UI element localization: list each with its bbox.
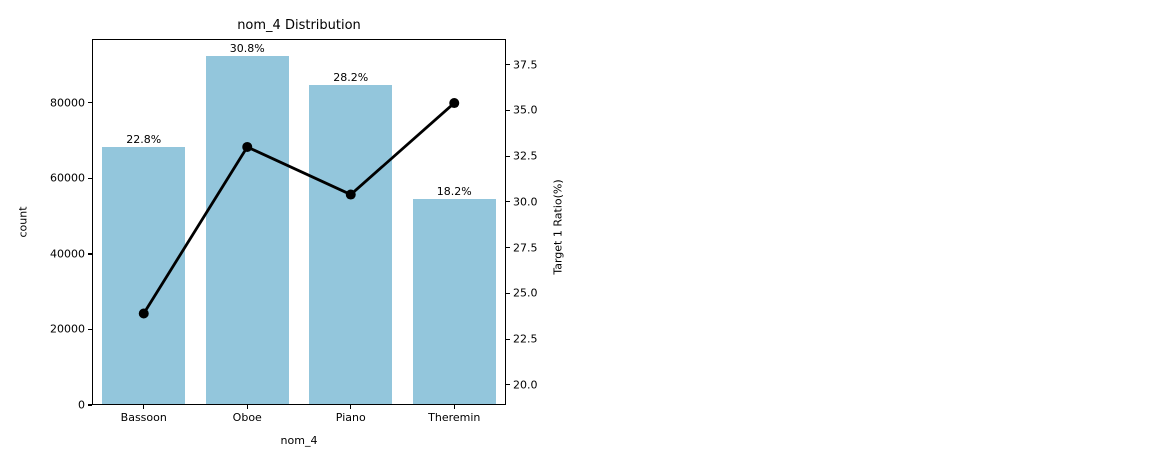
y-right-tick-label: 37.5 (513, 58, 538, 72)
y-right-tick-mark (506, 109, 510, 111)
bar-oboe (205, 55, 289, 405)
x-tick-mark (246, 405, 248, 409)
y-right-tick-label: 32.5 (513, 149, 538, 163)
x-tick-label-piano: Piano (335, 411, 366, 424)
y-right-tick-mark (506, 64, 510, 66)
ratio-line (142, 101, 456, 315)
x-axis-title: nom_4 (280, 434, 318, 447)
y-left-tick-mark (88, 177, 92, 179)
y-right-tick-mark (506, 201, 510, 203)
bar-piano (309, 85, 393, 405)
chart-title: nom_4 Distribution (237, 18, 361, 33)
y-left-tick-label: 0 (78, 398, 85, 412)
x-tick-mark (350, 405, 352, 409)
y-right-tick-label: 20.0 (513, 378, 538, 392)
x-tick-mark (453, 405, 455, 409)
y-left-tick-mark (88, 253, 92, 255)
y-left-tick-label: 20000 (50, 322, 85, 336)
y-right-tick-mark (506, 384, 510, 386)
y-left-tick-label: 80000 (50, 96, 85, 110)
bar-theremin (412, 198, 496, 405)
y-right-tick-mark (506, 338, 510, 340)
y-right-tick-label: 25.0 (513, 286, 538, 300)
bar-value-label-piano: 28.2% (333, 71, 369, 85)
y-right-tick-mark (506, 247, 510, 249)
y-right-tick-label: 30.0 (513, 195, 538, 209)
y-left-tick-label: 60000 (50, 171, 85, 185)
y-right-tick-label: 35.0 (513, 103, 538, 117)
y-right-tick-label: 27.5 (513, 241, 538, 255)
x-tick-label-theremin: Theremin (428, 411, 481, 424)
ratio-line-marker-theremin (449, 98, 460, 109)
y-right-tick-mark (506, 292, 510, 294)
bar-value-label-theremin: 18.2% (436, 184, 472, 198)
y-right-tick-label: 22.5 (513, 332, 538, 346)
right-axis-title: Target 1 Ratio(%) (551, 179, 565, 275)
y-left-tick-mark (88, 328, 92, 331)
bar-value-label-oboe: 30.8% (229, 41, 265, 55)
y-left-tick-label: 40000 (50, 247, 85, 261)
x-tick-mark (143, 405, 145, 409)
left-axis-title: count (16, 206, 30, 238)
bar-bassoon (102, 146, 186, 405)
bar-value-label-bassoon: 22.8% (126, 132, 162, 146)
y-right-tick-mark (506, 155, 510, 157)
y-left-tick-mark (88, 102, 92, 104)
y-left-tick-mark (88, 404, 92, 406)
x-tick-label-oboe: Oboe (232, 411, 262, 424)
x-tick-label-bassoon: Bassoon (120, 411, 167, 424)
